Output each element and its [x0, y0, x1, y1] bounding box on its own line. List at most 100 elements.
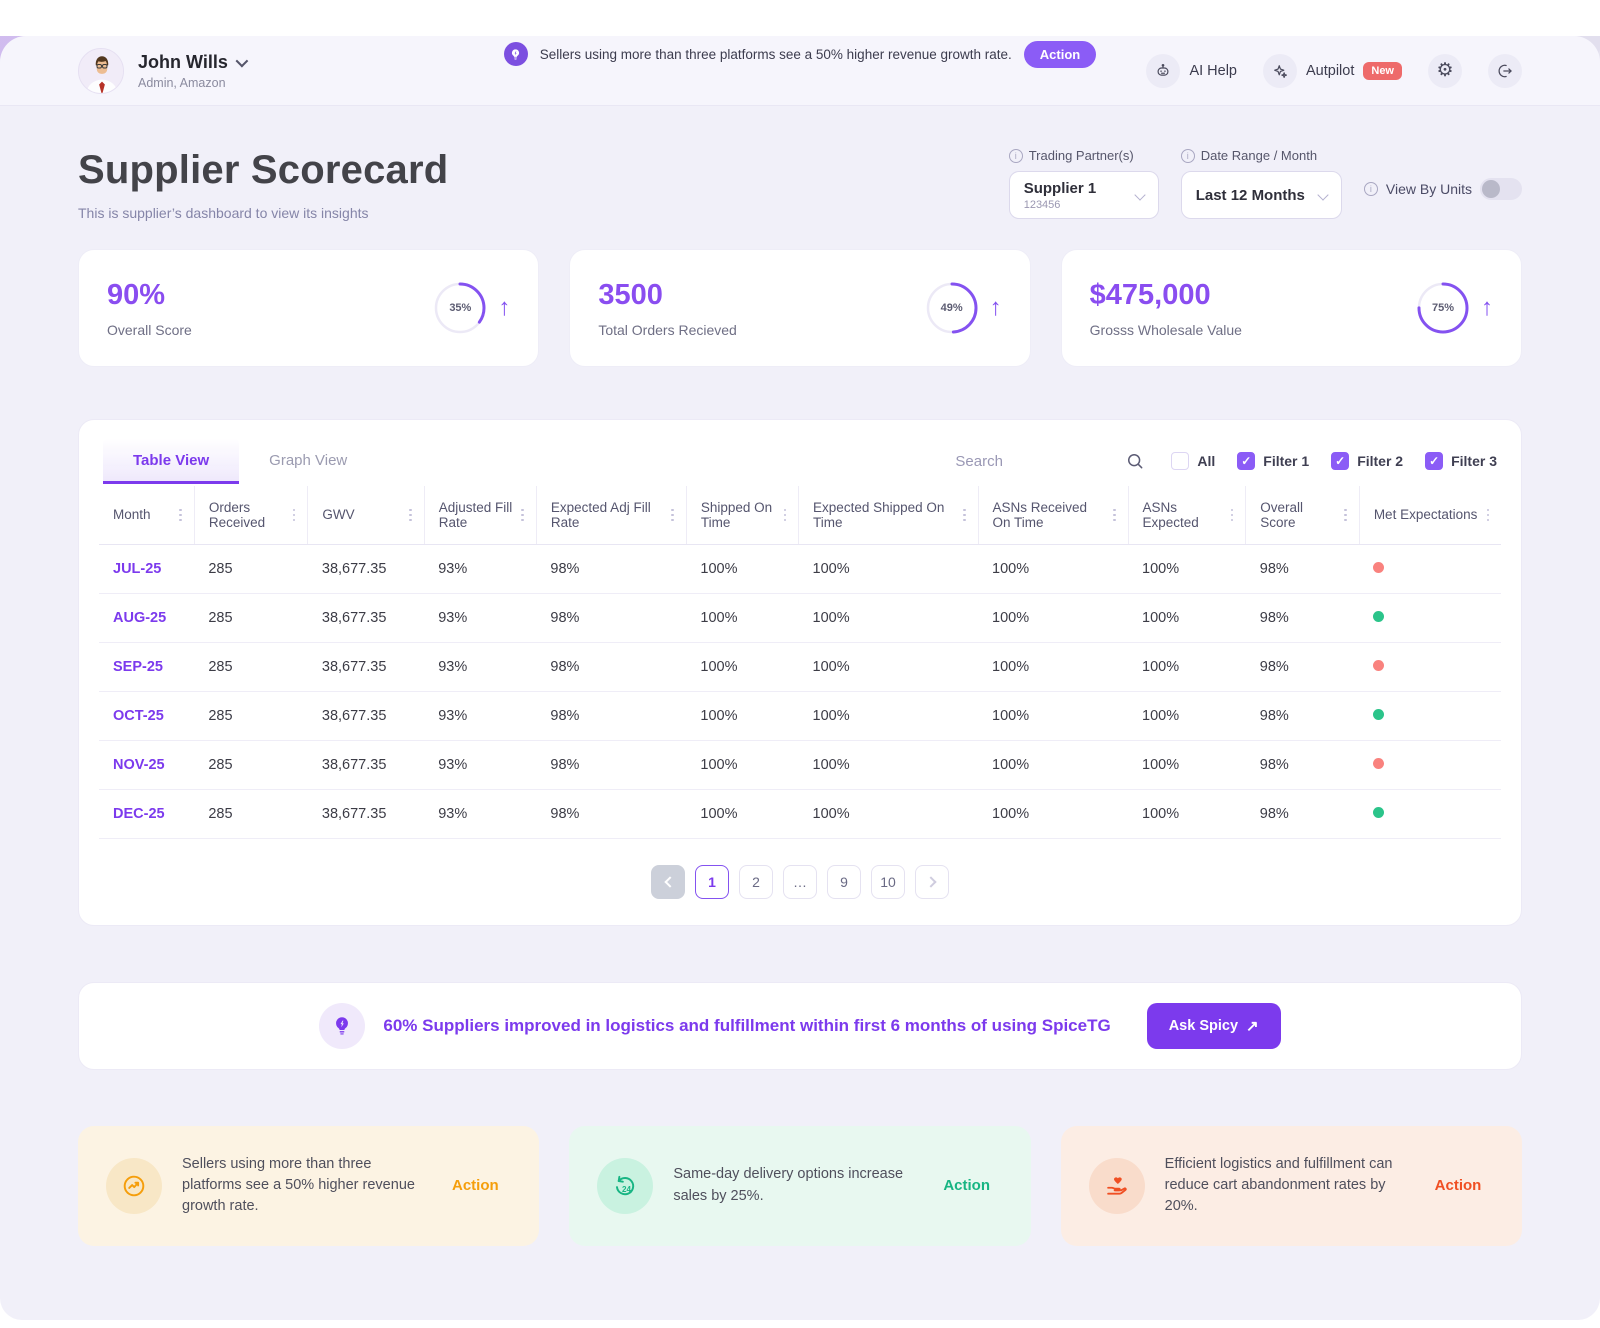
- pagination-page-10[interactable]: 10: [871, 864, 905, 899]
- pagination-page-1[interactable]: 1: [695, 864, 729, 899]
- table-row: SEP-25 285 38,677.35 93% 98% 100% 100% 100% 100%…: [99, 642, 1501, 692]
- tip-text: Sellers using more than three platforms …: [182, 1155, 415, 1214]
- tip-action-link[interactable]: Action: [452, 1177, 499, 1194]
- info-icon: i: [1180, 148, 1195, 163]
- met-expectations-cell: [1359, 740, 1501, 790]
- main-sheet: John Wills Admin, Amazon AI Help Autpilo…: [0, 36, 1600, 1320]
- column-menu-icon[interactable]: [669, 507, 676, 524]
- pagination-page-9[interactable]: 9: [827, 864, 861, 899]
- month-link[interactable]: OCT-25: [99, 691, 195, 741]
- cell-shipped-on-time: 100%: [686, 789, 799, 839]
- unchecked-checkbox-icon[interactable]: [1171, 452, 1190, 470]
- tip-action-link[interactable]: Action: [1434, 1177, 1482, 1194]
- pagination-next-button[interactable]: [915, 864, 949, 899]
- robot-icon: [1146, 53, 1181, 88]
- column-label: Orders Received: [208, 499, 266, 530]
- cell-gwv: 38,677.35: [307, 789, 425, 839]
- filter-checkbox-filter-1[interactable]: ✓ Filter 1: [1237, 452, 1309, 470]
- column-menu-icon[interactable]: [782, 507, 789, 524]
- settings-button[interactable]: ⚙: [1428, 53, 1462, 88]
- filter-label: All: [1197, 453, 1216, 469]
- gear-icon: ⚙: [1436, 60, 1454, 81]
- trading-partner-value: Supplier 1: [1023, 179, 1097, 197]
- pagination-page-2[interactable]: 2: [739, 864, 773, 899]
- cell-overall-score: 98%: [1245, 789, 1360, 839]
- lightbulb-icon: [503, 42, 528, 66]
- logout-button[interactable]: [1488, 53, 1522, 88]
- column-menu-icon[interactable]: [291, 507, 298, 524]
- table-row: AUG-25 285 38,677.35 93% 98% 100% 100% 100% 100%…: [99, 593, 1501, 643]
- column-menu-icon[interactable]: [1111, 507, 1118, 524]
- cell-expected-adj-fill-rate: 98%: [536, 740, 687, 790]
- column-header-expected-adj-fill-rate: Expected Adj Fill Rate: [536, 486, 687, 545]
- hand-heart-icon: [1088, 1157, 1145, 1214]
- lightbulb-icon: [319, 1002, 366, 1049]
- column-menu-icon[interactable]: [961, 507, 968, 524]
- cell-orders-received: 285: [194, 691, 308, 741]
- column-menu-icon[interactable]: [1485, 507, 1492, 524]
- column-menu-icon[interactable]: [177, 507, 184, 524]
- pagination-ellipsis[interactable]: …: [783, 864, 817, 899]
- autopilot-button[interactable]: Autpilot New: [1263, 53, 1402, 88]
- tab-graph-view[interactable]: Graph View: [269, 452, 348, 469]
- filter-checkbox-filter-3[interactable]: ✓ Filter 3: [1425, 452, 1497, 470]
- pagination-prev-button[interactable]: [651, 864, 685, 899]
- month-link[interactable]: SEP-25: [99, 642, 195, 692]
- ask-spicy-label: Ask Spicy: [1168, 1017, 1239, 1034]
- column-label: Shipped On Time: [700, 499, 773, 530]
- filter-checkbox-all[interactable]: All: [1171, 452, 1215, 470]
- notice-text: Sellers using more than three platforms …: [539, 46, 1012, 62]
- cell-orders-received: 285: [194, 789, 308, 839]
- progress-ring: 75%: [1415, 280, 1471, 336]
- tip-action-link[interactable]: Action: [943, 1177, 990, 1194]
- tab-table-view[interactable]: Table View: [103, 438, 240, 484]
- cell-asns-received-on-time: 100%: [978, 691, 1128, 741]
- ask-spicy-button[interactable]: Ask Spicy ↗: [1146, 1002, 1281, 1049]
- cell-adjusted-fill-rate: 93%: [424, 642, 537, 692]
- ai-help-button[interactable]: AI Help: [1146, 53, 1237, 88]
- cell-asns-expected: 100%: [1128, 544, 1246, 594]
- filter-label: Filter 2: [1357, 453, 1404, 469]
- notice-action-button[interactable]: Action: [1023, 40, 1097, 68]
- checked-checkbox-icon[interactable]: ✓: [1331, 452, 1350, 470]
- met-expectations-cell: [1359, 691, 1501, 741]
- month-link[interactable]: DEC-25: [99, 789, 195, 839]
- cell-gwv: 38,677.35: [307, 691, 425, 741]
- search-input[interactable]: [955, 452, 1116, 470]
- user-name: John Wills: [138, 51, 228, 72]
- column-label: ASNs Expected: [1142, 499, 1199, 530]
- stat-label: Overall Score: [107, 321, 192, 338]
- trading-partner-id: 123456: [1023, 198, 1061, 211]
- table-row: DEC-25 285 38,677.35 93% 98% 100% 100% 100% 100%…: [99, 789, 1501, 839]
- date-range-select[interactable]: Last 12 Months: [1180, 171, 1342, 219]
- trading-partner-label: Trading Partner(s): [1028, 148, 1134, 163]
- cell-overall-score: 98%: [1245, 691, 1360, 741]
- month-link[interactable]: JUL-25: [99, 544, 195, 594]
- tips-row: Sellers using more than three platforms …: [78, 1125, 1522, 1246]
- column-menu-icon[interactable]: [519, 507, 526, 524]
- cell-shipped-on-time: 100%: [686, 642, 799, 692]
- cell-adjusted-fill-rate: 93%: [424, 740, 537, 790]
- checked-checkbox-icon[interactable]: ✓: [1425, 452, 1444, 470]
- column-label: Month: [113, 507, 151, 523]
- month-link[interactable]: NOV-25: [99, 740, 195, 790]
- cell-expected-adj-fill-rate: 98%: [536, 642, 687, 692]
- view-by-units-toggle[interactable]: [1480, 178, 1522, 200]
- view-by-units-label: View By Units: [1385, 181, 1472, 197]
- column-menu-icon[interactable]: [1342, 507, 1349, 524]
- cell-overall-score: 98%: [1245, 740, 1360, 790]
- column-menu-icon[interactable]: [407, 507, 414, 524]
- filter-checkbox-filter-2[interactable]: ✓ Filter 2: [1331, 452, 1403, 470]
- checked-checkbox-icon[interactable]: ✓: [1237, 452, 1256, 470]
- column-menu-icon[interactable]: [1229, 507, 1236, 524]
- cell-asns-received-on-time: 100%: [978, 544, 1128, 594]
- avatar[interactable]: [78, 47, 124, 94]
- trading-partner-select[interactable]: Supplier 1 123456: [1008, 171, 1159, 219]
- filter-label: Filter 3: [1451, 453, 1497, 469]
- user-block[interactable]: John Wills Admin, Amazon: [78, 47, 249, 94]
- cell-asns-expected: 100%: [1128, 789, 1246, 839]
- cell-shipped-on-time: 100%: [686, 593, 799, 643]
- search-icon[interactable]: [1125, 451, 1145, 471]
- month-link[interactable]: AUG-25: [99, 593, 195, 643]
- filter-label: Filter 1: [1263, 453, 1310, 469]
